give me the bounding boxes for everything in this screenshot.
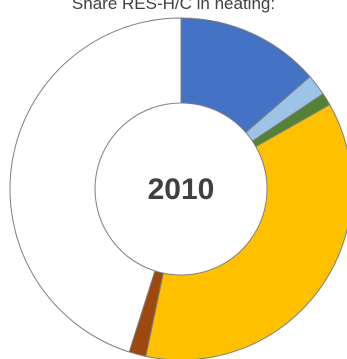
donut-slice-4: [145, 104, 347, 359]
donut-slice-6: [9, 17, 182, 353]
chart-title: Share RES-H/C in heating:: [71, 0, 276, 13]
center-year-label: 2010: [148, 173, 215, 206]
donut-slices: [9, 17, 347, 359]
